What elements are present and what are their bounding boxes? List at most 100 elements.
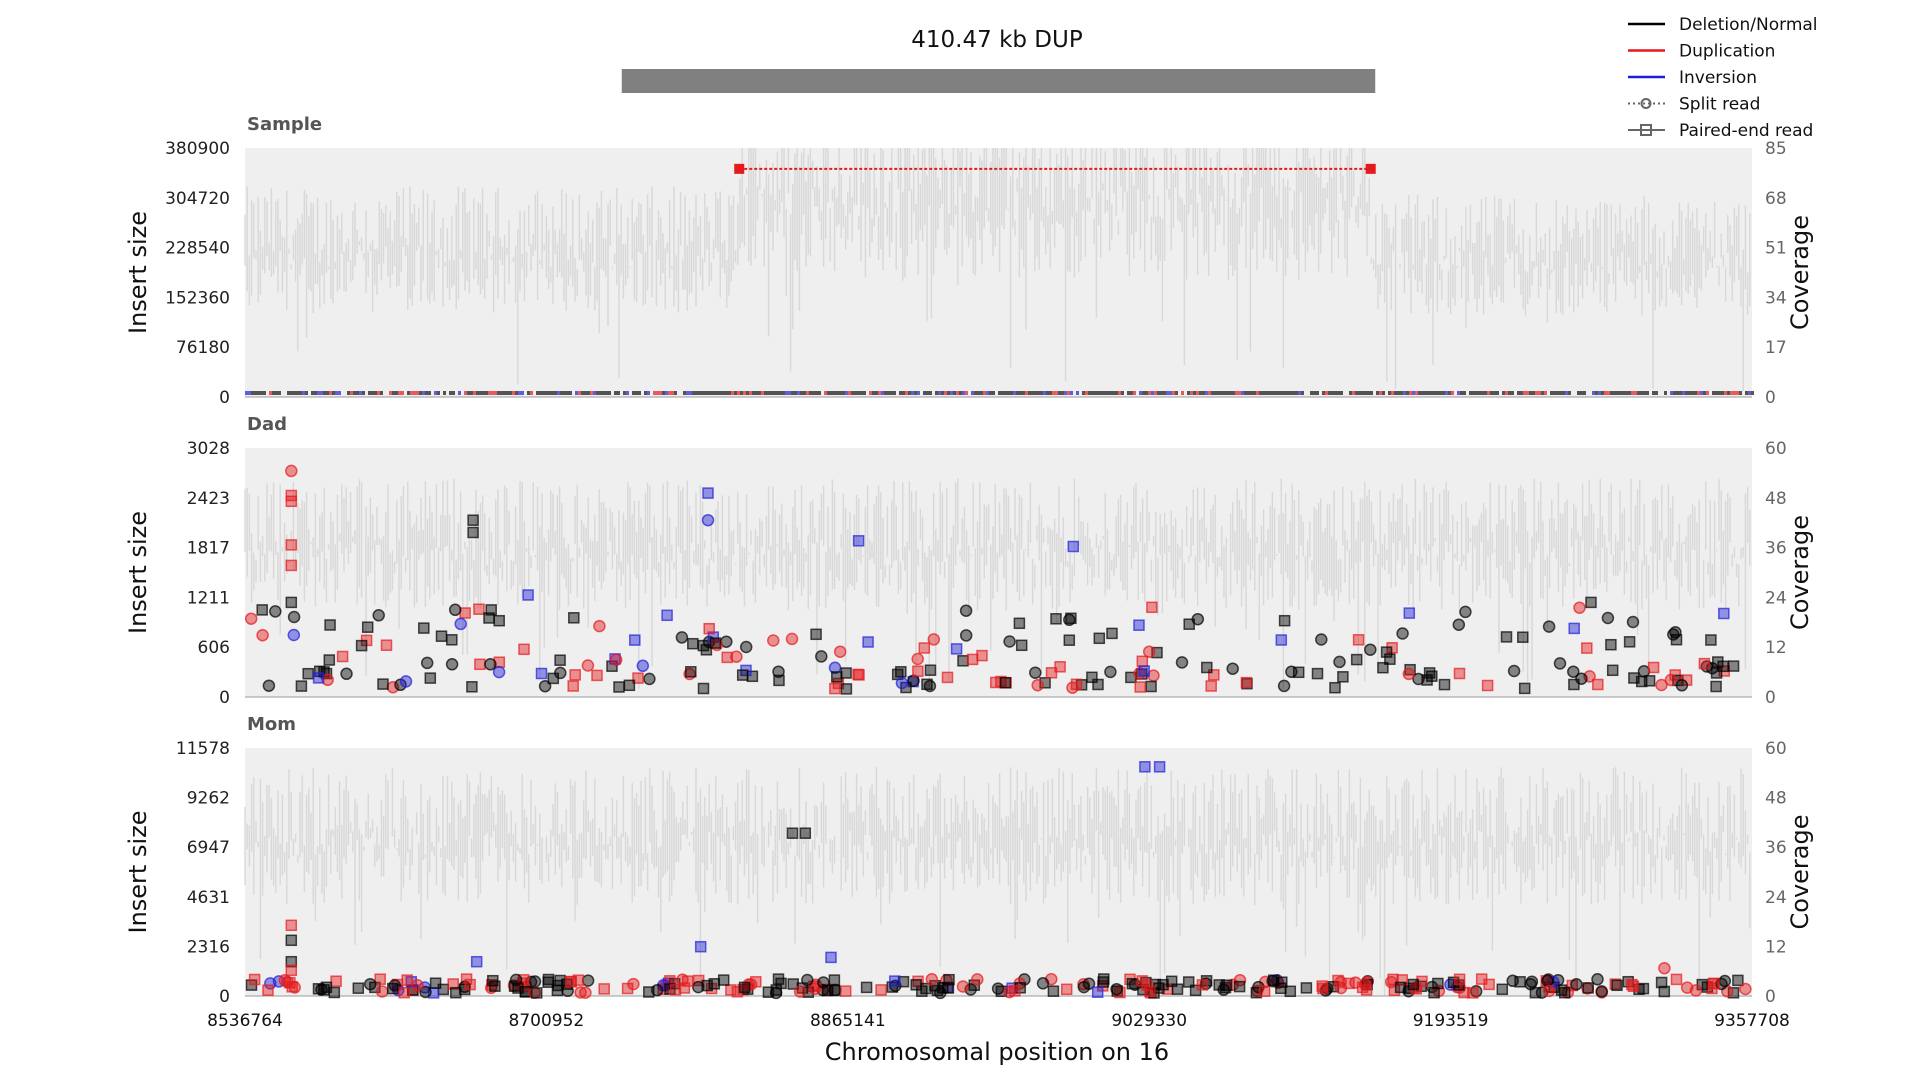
paired-end-point xyxy=(1412,391,1415,395)
paired-end-point xyxy=(285,919,298,932)
paired-end-point xyxy=(473,603,485,615)
paired-end-point xyxy=(999,676,1012,689)
paired-end-point xyxy=(389,391,392,395)
paired-end-point xyxy=(1625,391,1628,395)
paired-end-point xyxy=(1097,391,1100,395)
paired-end-point xyxy=(362,391,365,395)
paired-end-point xyxy=(1384,653,1396,665)
split-read-point xyxy=(372,609,385,622)
paired-end-point xyxy=(491,391,494,395)
paired-end-point xyxy=(687,637,699,650)
paired-end-point xyxy=(911,391,914,395)
paired-end-point xyxy=(700,644,713,656)
paired-end-point xyxy=(853,669,865,681)
paired-end-point xyxy=(1400,391,1403,395)
paired-end-point xyxy=(551,984,564,997)
paired-end-point xyxy=(629,634,641,646)
paired-end-point xyxy=(736,669,749,681)
paired-end-point xyxy=(1481,391,1484,395)
paired-end-point xyxy=(587,391,590,395)
paired-end-point xyxy=(1664,391,1667,395)
paired-end-point xyxy=(1151,646,1163,659)
split-read-end xyxy=(734,163,745,174)
paired-end-point xyxy=(671,391,674,395)
coverage-axis-label: Coverage xyxy=(1786,815,1814,930)
split-read-point xyxy=(1003,635,1016,648)
plot-area xyxy=(245,448,1752,697)
paired-end-point xyxy=(1157,391,1160,395)
split-read-point xyxy=(593,619,606,633)
paired-end-point xyxy=(1637,982,1650,995)
paired-end-point xyxy=(1313,391,1316,395)
paired-end-point xyxy=(1550,391,1553,395)
paired-end-point xyxy=(377,391,380,395)
paired-end-point xyxy=(836,391,839,395)
paired-end-point xyxy=(635,391,638,395)
paired-end-point xyxy=(1337,671,1349,683)
paired-end-point xyxy=(812,391,815,395)
paired-end-point xyxy=(1710,680,1722,693)
paired-end-point xyxy=(743,391,746,395)
paired-end-point xyxy=(1505,391,1508,395)
paired-end-point xyxy=(1526,391,1529,395)
paired-end-point xyxy=(914,391,917,395)
paired-end-point xyxy=(1181,391,1184,395)
paired-end-point xyxy=(1508,391,1511,395)
split-read-point xyxy=(1036,977,1050,990)
legend-marker xyxy=(1640,98,1652,109)
paired-end-point xyxy=(1643,391,1646,395)
paired-end-point xyxy=(578,391,581,395)
paired-end-point xyxy=(1445,391,1448,395)
paired-end-point xyxy=(665,391,668,395)
paired-end-point xyxy=(324,619,336,631)
paired-end-point xyxy=(661,609,673,622)
paired-end-point xyxy=(1698,657,1711,670)
paired-end-point xyxy=(717,974,730,986)
paired-end-point xyxy=(509,391,512,395)
paired-end-point xyxy=(1268,391,1271,395)
paired-end-point xyxy=(1585,596,1597,609)
paired-end-point xyxy=(1238,391,1241,395)
panel-dad: Dad3028242318171211606060483624120Insert… xyxy=(124,414,1814,708)
paired-end-point xyxy=(1100,391,1103,395)
paired-end-point xyxy=(1595,391,1598,395)
split-read-point xyxy=(767,634,780,647)
paired-end-point xyxy=(591,669,603,682)
split-read-point xyxy=(1567,665,1580,678)
paired-end-point xyxy=(1581,642,1593,654)
paired-end-point xyxy=(840,667,852,679)
paired-end-point xyxy=(521,391,524,395)
paired-end-point xyxy=(632,391,635,395)
split-read-point xyxy=(492,665,506,679)
paired-end-point xyxy=(1134,681,1146,693)
split-read-point xyxy=(1595,985,1608,998)
paired-end-point xyxy=(806,391,809,395)
paired-end-point xyxy=(416,391,419,395)
paired-end-point xyxy=(1067,540,1080,553)
paired-end-point xyxy=(248,973,261,986)
coverage-tick-label: 36 xyxy=(1765,838,1787,858)
paired-end-point xyxy=(1091,391,1094,395)
paired-end-point xyxy=(1088,391,1091,395)
paired-end-point xyxy=(1223,391,1226,395)
split-read-point xyxy=(388,979,402,992)
paired-end-point xyxy=(287,391,290,395)
paired-end-point xyxy=(1097,976,1110,988)
paired-end-point xyxy=(1553,391,1556,395)
paired-end-point xyxy=(707,631,720,643)
split-read-point xyxy=(701,513,715,527)
paired-end-point xyxy=(542,976,554,988)
paired-end-point xyxy=(926,391,929,395)
paired-end-point xyxy=(1475,391,1478,395)
x-axis: 8536764 8700952 8865141 9029330 9193519 93577… xyxy=(207,1011,1790,1031)
paired-end-point xyxy=(839,391,842,395)
paired-end-point xyxy=(1697,391,1700,395)
split-read-point xyxy=(959,629,973,642)
split-read-point xyxy=(1226,662,1239,675)
paired-end-point xyxy=(410,391,413,395)
split-read-point xyxy=(1626,615,1640,629)
paired-end-point xyxy=(875,391,878,395)
paired-end-point xyxy=(1370,391,1373,395)
coverage-tick-label: 17 xyxy=(1765,338,1787,358)
paired-end-point xyxy=(1065,612,1077,625)
